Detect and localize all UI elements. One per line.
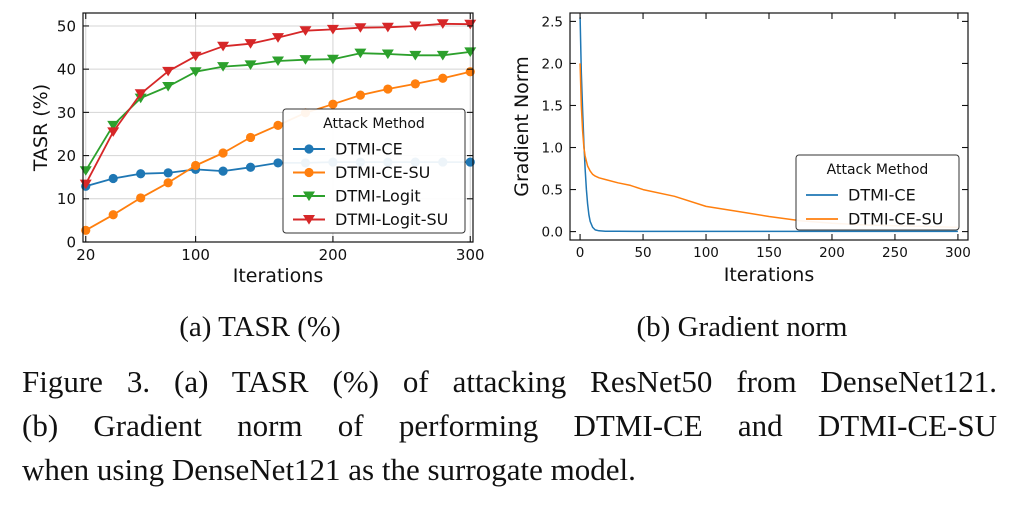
y-axis-label: Gradient Norm xyxy=(511,56,533,197)
legend-label-dtmi-ce: DTMI-CE xyxy=(335,140,403,159)
x-axis-label: Iterations xyxy=(724,264,815,286)
figure-caption: Figure 3. (a) TASR (%) of attacking ResN… xyxy=(22,360,997,492)
legend-marker-dtmi-logit xyxy=(303,191,315,202)
data-point-dtmi-logit xyxy=(107,120,120,131)
data-point-dtmi-logit xyxy=(189,67,202,77)
data-point-dtmi-ce xyxy=(163,168,173,178)
data-point-dtmi-ce-su xyxy=(273,120,283,130)
data-point-dtmi-logit-su xyxy=(326,24,339,35)
data-point-dtmi-logit xyxy=(409,50,422,61)
data-point-dtmi-ce-su xyxy=(218,148,228,158)
data-point-dtmi-logit xyxy=(354,48,367,59)
x-tick-label: 100 xyxy=(181,246,210,264)
data-point-dtmi-logit xyxy=(299,55,312,65)
x-tick-label: 50 xyxy=(634,245,651,261)
x-tick-label: 150 xyxy=(756,245,782,261)
data-point-dtmi-logit-su xyxy=(436,19,449,29)
x-tick-label: 20 xyxy=(76,246,95,264)
data-point-dtmi-ce-su xyxy=(108,210,118,220)
legend-label-dtmi-logit: DTMI-Logit xyxy=(335,187,421,206)
data-point-dtmi-ce xyxy=(245,162,256,172)
legend-marker-dtmi-ce-su xyxy=(304,167,314,178)
x-tick-label: 0 xyxy=(576,245,585,261)
data-point-dtmi-ce xyxy=(218,166,228,176)
legend-box xyxy=(282,108,466,234)
x-tick-label: 250 xyxy=(882,245,908,261)
y-axis-label: TASR (%) xyxy=(30,84,52,172)
y-tick-label: 2.5 xyxy=(542,14,563,30)
legend-title: Attack Method xyxy=(827,162,929,178)
x-tick-label: 200 xyxy=(819,245,845,261)
data-point-dtmi-logit xyxy=(436,50,449,61)
x-tick-label: 200 xyxy=(319,246,348,264)
data-point-dtmi-ce-su xyxy=(245,132,256,143)
legend-marker-dtmi-ce xyxy=(304,144,314,154)
legend-marker-dtmi-logit-su xyxy=(303,215,315,225)
legend-label-dtmi-ce: DTMI-CE xyxy=(848,186,916,205)
caption-line-3: when using DenseNet121 as the surrogate … xyxy=(22,452,636,487)
panel-caption: (a) TASR (%) xyxy=(179,311,340,343)
y-tick-label: 1.5 xyxy=(542,98,563,114)
data-point-dtmi-ce-su xyxy=(163,178,173,188)
data-point-dtmi-logit xyxy=(326,54,339,65)
x-axis-label: Iterations xyxy=(233,265,324,287)
legend-box xyxy=(795,154,960,231)
data-point-dtmi-logit-su xyxy=(244,39,257,49)
data-point-dtmi-logit-su xyxy=(189,51,202,62)
panel-a-tasr-chart: 20 100 200 300 0 10 20 30 40 50 Iterations TASR (%)… xyxy=(30,12,485,343)
legend-label-dtmi-logit-su: DTMI-Logit-SU xyxy=(335,210,448,229)
data-point-dtmi-ce-su xyxy=(328,99,338,109)
y-tick-label: 0.0 xyxy=(542,224,563,240)
axes-frame xyxy=(82,12,474,243)
data-point-dtmi-ce-su xyxy=(191,160,201,171)
x-tick-label: 100 xyxy=(693,245,719,261)
y-tick-label: 0.5 xyxy=(542,182,563,198)
data-point-dtmi-ce-su xyxy=(410,79,420,89)
y-tick-label: 50 xyxy=(57,17,76,35)
data-point-dtmi-logit-su xyxy=(354,23,367,33)
caption-line-2: (b) Gradient norm of performing DTMI-CE … xyxy=(22,408,997,443)
data-point-dtmi-ce xyxy=(273,158,283,168)
y-tick-label: 20 xyxy=(57,147,76,165)
data-point-dtmi-logit-su xyxy=(409,21,422,32)
data-point-dtmi-logit xyxy=(381,49,394,60)
legend-label-dtmi-ce-su: DTMI-CE-SU xyxy=(848,210,943,229)
data-point-dtmi-ce xyxy=(108,173,118,184)
x-tick-label: 300 xyxy=(945,245,971,261)
y-tick-label: 40 xyxy=(57,61,76,79)
data-point-dtmi-logit xyxy=(272,56,284,67)
data-point-dtmi-ce-su xyxy=(136,193,146,203)
data-point-dtmi-ce-su xyxy=(383,84,393,94)
legend-label-dtmi-ce-su: DTMI-CE-SU xyxy=(335,163,430,182)
data-point-dtmi-ce-su xyxy=(438,73,448,83)
y-tick-label: 10 xyxy=(57,190,76,208)
data-point-dtmi-logit-su xyxy=(272,33,284,43)
x-tick-label: 300 xyxy=(456,246,485,264)
data-point-dtmi-logit-su xyxy=(162,66,175,77)
data-point-dtmi-logit-su xyxy=(299,26,312,36)
y-tick-label: 2.0 xyxy=(542,56,563,72)
legend-title: Attack Method xyxy=(323,116,425,132)
data-point-dtmi-logit xyxy=(217,62,230,72)
data-point-dtmi-logit-su xyxy=(107,127,120,137)
y-tick-label: 30 xyxy=(57,104,76,122)
data-point-dtmi-logit xyxy=(244,60,257,70)
y-tick-label: 0 xyxy=(66,233,76,251)
caption-line-1: Figure 3. (a) TASR (%) of attacking ResN… xyxy=(22,364,997,399)
data-point-dtmi-logit-su xyxy=(381,22,394,33)
panel-caption: (b) Gradient norm xyxy=(637,311,848,343)
data-point-dtmi-logit xyxy=(162,81,175,92)
data-point-dtmi-ce xyxy=(136,169,146,179)
y-tick-label: 1.0 xyxy=(542,140,563,156)
panel-b-gradient-norm-chart: 0 50 100 150 200 250 300 0.0 0.5 1.0 1.5 2.0 2.5 Iter… xyxy=(511,12,971,343)
data-point-dtmi-logit-su xyxy=(217,41,230,52)
data-point-dtmi-logit-su xyxy=(134,89,147,99)
data-point-dtmi-ce-su xyxy=(355,90,365,100)
